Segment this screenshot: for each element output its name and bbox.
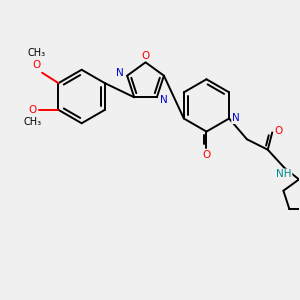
Text: N: N — [232, 113, 239, 124]
Text: NH: NH — [276, 169, 292, 179]
Text: O: O — [33, 60, 41, 70]
Text: CH₃: CH₃ — [24, 117, 42, 128]
Text: N: N — [160, 94, 168, 105]
Text: O: O — [202, 150, 211, 160]
Text: O: O — [28, 105, 37, 115]
Text: N: N — [116, 68, 124, 78]
Text: O: O — [274, 126, 283, 136]
Text: CH₃: CH₃ — [28, 48, 46, 59]
Text: O: O — [141, 51, 150, 61]
